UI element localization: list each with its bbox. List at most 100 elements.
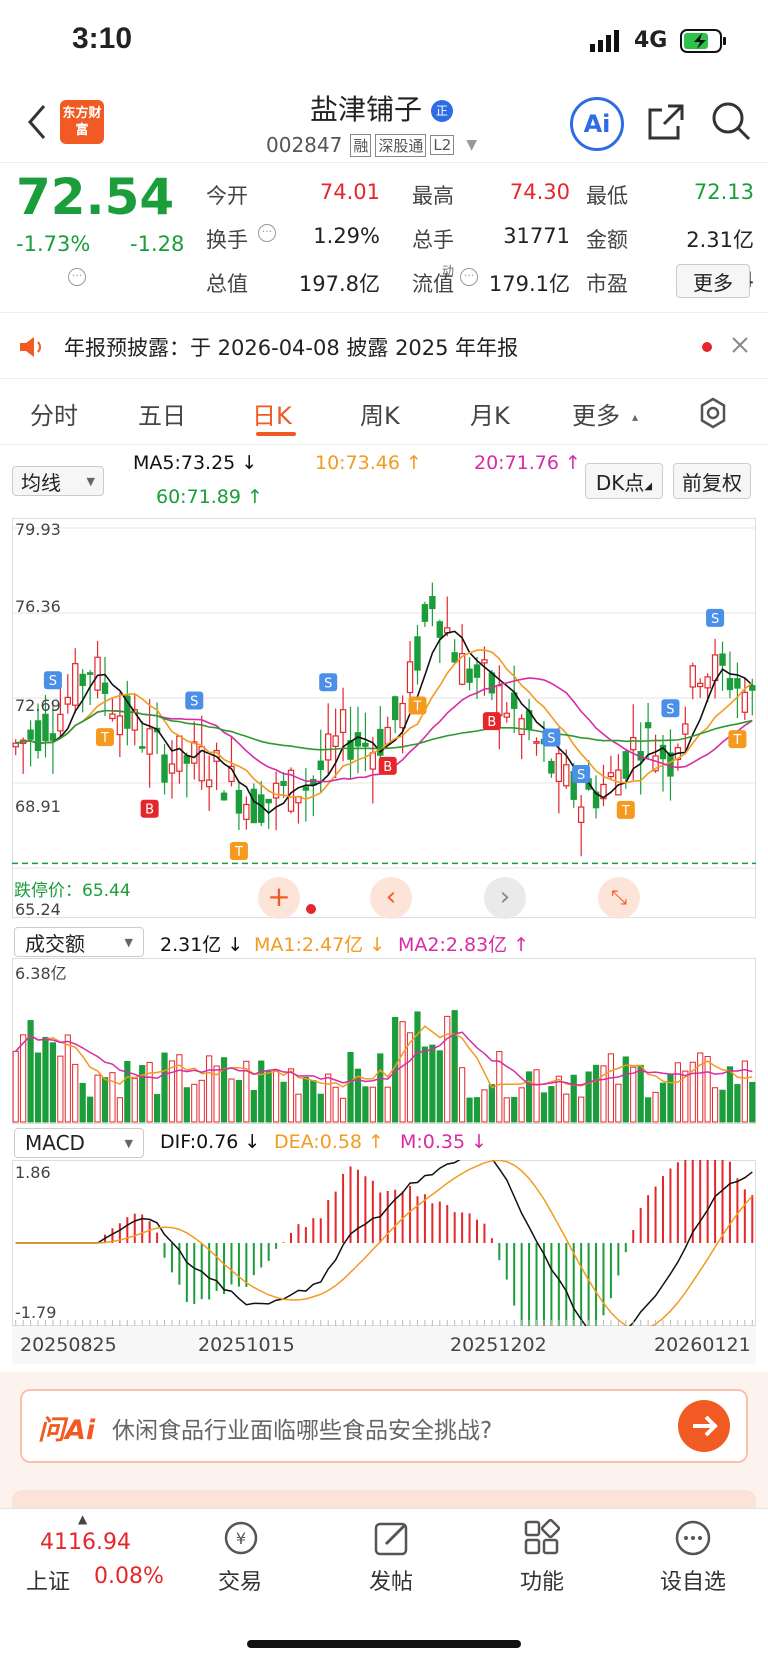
candle [265,798,272,804]
candle [161,754,168,783]
signal-marker: B [378,756,397,775]
section-divider [0,312,768,313]
dk-button[interactable]: DK点 ◢ [585,463,663,499]
info-icon[interactable]: ··· [68,268,86,286]
volume-chart[interactable] [12,958,756,1124]
volume-bar [496,1051,503,1123]
watchlist-icon[interactable] [673,1518,713,1562]
volume-bar [585,1071,592,1123]
tab-4[interactable]: 月K [470,402,510,430]
svg-text:S: S [324,676,332,691]
nav-function[interactable]: 功能 [520,1570,565,1595]
candle [518,718,525,736]
tab-3[interactable]: 周K [360,402,400,430]
macd-dropdown[interactable]: MACD ▼ [14,1128,144,1158]
candle [496,685,503,717]
share-icon[interactable] [646,102,686,146]
volume-bar [682,1070,689,1123]
macd-chart[interactable] [12,1160,756,1326]
trade-icon[interactable]: ¥ [221,1518,261,1562]
ma10-label: 10:73.46 ↑ [315,452,422,474]
nav-watchlist[interactable]: 设自选 [660,1570,727,1595]
tag-rong: 融 [350,133,372,157]
adjust-button[interactable]: 前复权 [673,463,751,499]
candle [749,685,756,691]
volume-ma1: MA1:2.47亿 ↓ [254,934,386,956]
quote-value: 74.01 [319,180,380,204]
ask-ai-label: 问Ai [38,1415,96,1446]
code-dropdown-icon[interactable]: ▼ [466,137,478,153]
index-value[interactable]: 4116.94 [40,1530,131,1555]
ma-dropdown[interactable]: 均线 ▼ [12,466,104,496]
zoom-in-button[interactable]: + [258,877,300,919]
volume-bar [399,1021,406,1123]
close-icon[interactable] [730,335,750,359]
tab-1[interactable]: 五日 [138,402,186,430]
dif-line [15,1160,753,1326]
scroll-right-button[interactable]: › [484,877,526,919]
tab-0[interactable]: 分时 [30,402,78,430]
candle [138,746,146,749]
nav-post[interactable]: 发帖 [369,1570,414,1595]
info-icon[interactable]: ··· [258,224,276,242]
fullscreen-button[interactable]: ⤡ [598,877,640,919]
candle [183,755,191,764]
tab-2[interactable]: 日K [252,402,292,430]
volume-bar [339,1097,347,1123]
info-icon[interactable]: ··· [460,268,478,286]
candle [205,779,213,788]
volume-bar [711,1087,719,1123]
settings-icon[interactable] [696,396,730,434]
svg-text:T: T [100,731,109,746]
post-icon[interactable] [372,1518,412,1562]
volume-bar [451,1010,458,1123]
kline-chart[interactable]: S T B S T S B T B S S T S S T [12,518,756,918]
macd-m: M:0.35 ↓ [400,1131,488,1153]
volume-bar [630,1066,637,1123]
ai-button[interactable]: Ai [570,97,624,151]
stock-title: 盐津铺子 [310,93,423,126]
candle [250,788,258,824]
volume-bar [325,1073,332,1123]
quote-value: 1.29% [313,224,380,248]
volume-bar [466,1097,473,1123]
header-divider [0,162,768,163]
back-icon[interactable] [24,102,48,146]
volume-bar [250,1089,257,1123]
index-change[interactable]: 0.08% [94,1564,164,1589]
quote-label: 市盈 [586,272,628,296]
arrow-right-icon[interactable] [678,1400,730,1452]
volume-dropdown[interactable]: 成交额 ▼ [14,927,144,957]
candle [644,722,652,729]
candle [592,791,600,809]
volume-bar [749,1081,756,1123]
tab-5[interactable]: 更多 [572,402,620,430]
volume-bar [258,1060,265,1123]
candle [696,682,704,688]
candle [272,782,280,799]
pe-dynamic-icon[interactable]: 动 [442,264,455,278]
volume-bar [354,1068,362,1123]
nav-trade[interactable]: 交易 [218,1570,263,1595]
volume-bar [213,1065,220,1123]
candle [12,742,19,748]
ask-ai-box[interactable] [20,1389,748,1463]
ask-ai-question[interactable]: 休闲食品行业面临哪些食品安全挑战? [112,1418,493,1444]
scroll-left-button[interactable]: ‹ [370,877,412,919]
candle [116,715,124,736]
more-caret-icon: ▴ [632,410,639,424]
function-icon[interactable] [522,1518,562,1562]
volume-bar [198,1079,205,1123]
volume-bar [109,1072,116,1123]
more-button[interactable]: 更多 [676,264,750,298]
volume-bar [659,1082,667,1123]
candle [49,733,57,741]
volume-bar [414,1011,421,1123]
quote-value: 31771 [503,224,570,248]
candle [235,789,243,814]
index-name[interactable]: 上证 [26,1570,71,1595]
notice-text[interactable]: 年报预披露：于 2026-04-08 披露 2025 年年报 [64,336,519,360]
candle [369,752,377,770]
search-icon[interactable] [710,100,752,146]
volume-bar [310,1080,317,1123]
